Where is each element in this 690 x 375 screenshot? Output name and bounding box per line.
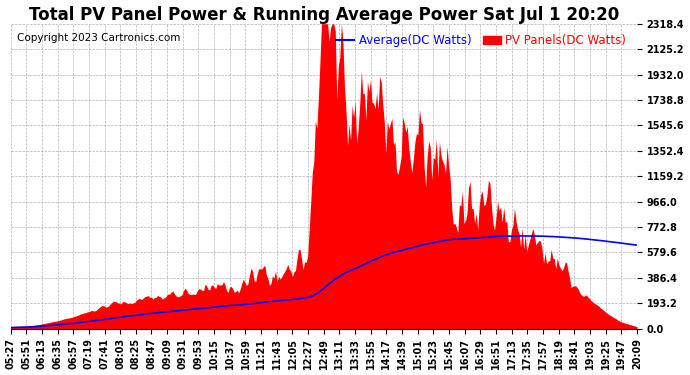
Legend: Average(DC Watts), PV Panels(DC Watts): Average(DC Watts), PV Panels(DC Watts) bbox=[331, 30, 631, 52]
Title: Total PV Panel Power & Running Average Power Sat Jul 1 20:20: Total PV Panel Power & Running Average P… bbox=[29, 6, 619, 24]
Text: Copyright 2023 Cartronics.com: Copyright 2023 Cartronics.com bbox=[17, 33, 180, 43]
